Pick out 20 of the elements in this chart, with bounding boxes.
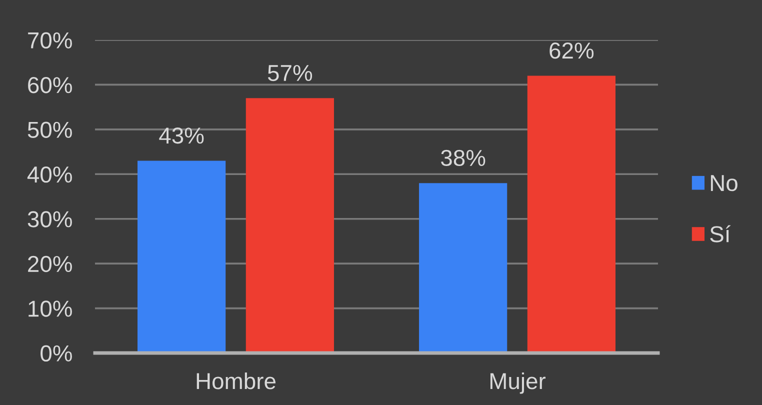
y-tick-label: 20% [28,256,72,272]
x-tick-label: Hombre [196,372,276,390]
y-tick-label: 30% [28,211,72,228]
x-tick-label: Mujer [490,372,546,394]
data-label: 62% [550,42,594,59]
data-label: 57% [268,64,312,82]
y-tick-label: 70% [28,32,72,49]
data-label: 38% [441,150,486,166]
bar [246,98,334,353]
y-tick-label: 0% [40,345,72,362]
y-tick-label: 10% [28,300,72,317]
y-tick-label: 40% [27,166,72,183]
y-tick-label: 50% [28,122,72,138]
data-label: 43% [159,127,204,144]
bar [419,183,508,353]
bar [138,160,226,353]
bar [527,76,616,353]
y-tick-label: 60% [28,77,72,94]
legend-label: Sí [710,225,731,242]
legend-label: No [710,175,738,192]
